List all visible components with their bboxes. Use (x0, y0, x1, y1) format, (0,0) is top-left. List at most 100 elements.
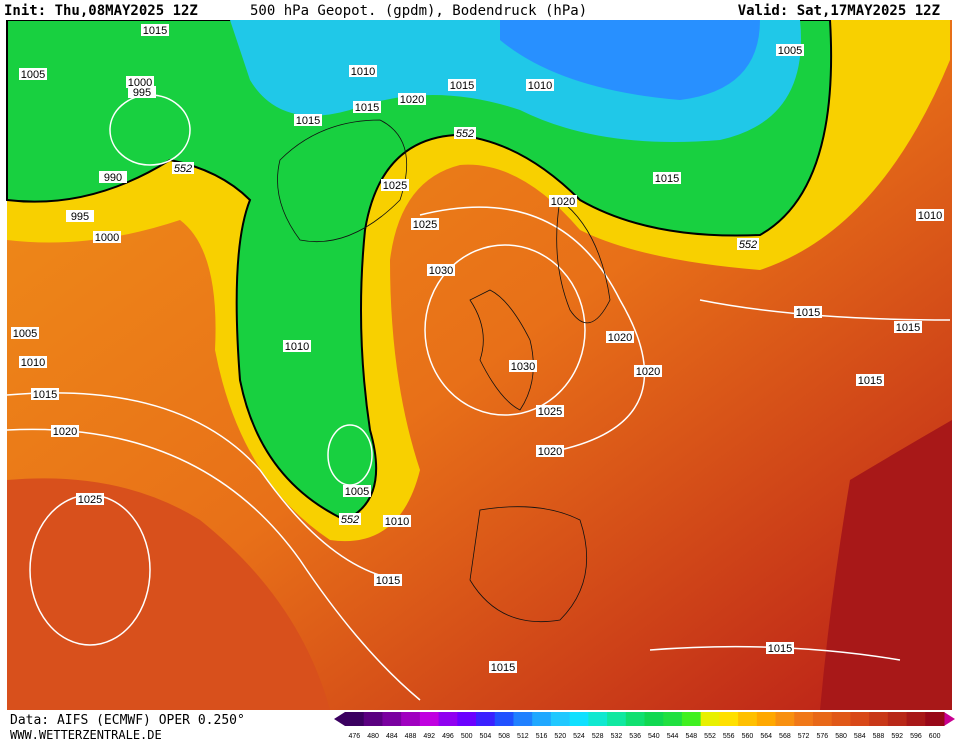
colorbar-swatch (925, 712, 945, 726)
isobar-label: 1015 (655, 173, 679, 185)
init-time: Init: Thu,08MAY2025 12Z (4, 3, 198, 19)
isobar-label-box (766, 642, 794, 654)
isobar-label: 1010 (351, 66, 375, 78)
warm-sector (7, 478, 330, 710)
isobar-label: 1020 (400, 94, 424, 106)
isobar-label-box (76, 493, 104, 505)
contour-label-box (454, 127, 476, 139)
isobar-label: 1025 (538, 406, 562, 418)
colorbar-label: 548 (685, 733, 697, 740)
colorbar-swatch (569, 712, 589, 726)
isobar-label-box (653, 172, 681, 184)
isobar-label: 1015 (450, 80, 474, 92)
isobar-label-box (411, 218, 439, 230)
colorbar-label: 500 (461, 733, 473, 740)
colorbar-label: 580 (835, 733, 847, 740)
isobar-label-box (349, 65, 377, 77)
isobar-label: 1005 (345, 486, 369, 498)
isobar-label-box (343, 485, 371, 497)
colorbar-swatch (438, 712, 458, 726)
isobar-label-box (19, 68, 47, 80)
colorbar-min-arrow (334, 712, 345, 726)
isobar-label: 995 (71, 211, 89, 223)
colorbar-label: 536 (629, 733, 641, 740)
isobar-label-box (794, 306, 822, 318)
colorbar-swatch (663, 712, 683, 726)
colorbar-label: 600 (929, 733, 941, 740)
colorbar-swatch (550, 712, 571, 726)
isobar-label-box (634, 365, 662, 377)
colorbar-label: 552 (704, 733, 716, 740)
isobar-label-box (606, 331, 634, 343)
isobar-label-box (11, 327, 39, 339)
isobar-label-box (526, 79, 554, 91)
colorbar-label: 520 (554, 733, 566, 740)
contour-label: 552 (456, 128, 474, 140)
colorbar-label: 564 (760, 733, 772, 740)
colorbar-label: 508 (498, 733, 510, 740)
colorbar-swatch (457, 712, 477, 726)
colorbar-swatch (401, 712, 421, 726)
colorbar-label: 592 (891, 733, 903, 740)
isobar-label: 1000 (128, 77, 152, 89)
colorbar-label: 576 (816, 733, 828, 740)
isobar-label-box (894, 321, 922, 333)
isobar-label: 995 (133, 87, 151, 99)
colorbar-label: 492 (423, 733, 435, 740)
isobar-label-box (66, 210, 94, 222)
isobar-label-box (489, 661, 517, 673)
isobar-label: 1010 (528, 80, 552, 92)
colorbar-label: 572 (798, 733, 810, 740)
isobar-label-box (294, 114, 322, 126)
colorbar-swatch (756, 712, 777, 726)
isobar-label-box (128, 86, 156, 98)
site-url: WWW.WETTERZENTRALE.DE (10, 728, 162, 741)
isobar-label: 1015 (896, 322, 920, 334)
isobar-label: 1015 (355, 102, 379, 114)
colorbar-swatch (719, 712, 739, 726)
isobar-label-box (141, 24, 169, 36)
data-source: Data: AIFS (ECMWF) OPER 0.250° (10, 713, 245, 728)
header-bar (0, 0, 959, 20)
isobar-label: 1020 (636, 366, 660, 378)
isobar-label: 1015 (858, 375, 882, 387)
isobar-label: 1015 (768, 643, 792, 655)
isobar-label-box (776, 44, 804, 56)
trough-552 (6, 19, 833, 522)
contour-label-box (172, 162, 194, 174)
colorbar-label: 512 (517, 733, 529, 740)
colorbar-label: 504 (480, 733, 492, 740)
hot-sector (820, 420, 952, 710)
isobar-label: 990 (104, 172, 122, 184)
colorbar-swatch (419, 712, 440, 726)
isobar-label-box (856, 374, 884, 386)
isobar-label: 1015 (376, 575, 400, 587)
isobar-label: 1015 (33, 389, 57, 401)
isobar-label: 1015 (491, 662, 515, 674)
isobar-label: 1020 (53, 426, 77, 438)
isobar-label-box (916, 209, 944, 221)
isobar-label: 1020 (551, 196, 575, 208)
isobar-label: 1025 (78, 494, 102, 506)
colorbar-swatch (476, 712, 496, 726)
colorbar-label: 496 (442, 733, 454, 740)
colorbar-swatch (869, 712, 889, 726)
coastlines (277, 119, 611, 623)
isobar-label-box (93, 231, 121, 243)
colorbar-label: 476 (349, 733, 361, 740)
isobar-label: 1010 (385, 516, 409, 528)
isobar-label-box (51, 425, 79, 437)
colorbar-swatch (812, 712, 833, 726)
isobar-label-box (536, 445, 564, 457)
isobar-label-box (448, 79, 476, 91)
colorbar-swatch (887, 712, 908, 726)
isobar-label-box (536, 405, 564, 417)
isobar-label-box (19, 356, 47, 368)
contour-label-box (339, 513, 361, 525)
colorbar-label: 528 (592, 733, 604, 740)
isobar-label: 1030 (429, 265, 453, 277)
isobar-label-box (427, 264, 455, 276)
isobar-label: 1005 (778, 45, 802, 57)
colorbar-swatch (906, 712, 926, 726)
